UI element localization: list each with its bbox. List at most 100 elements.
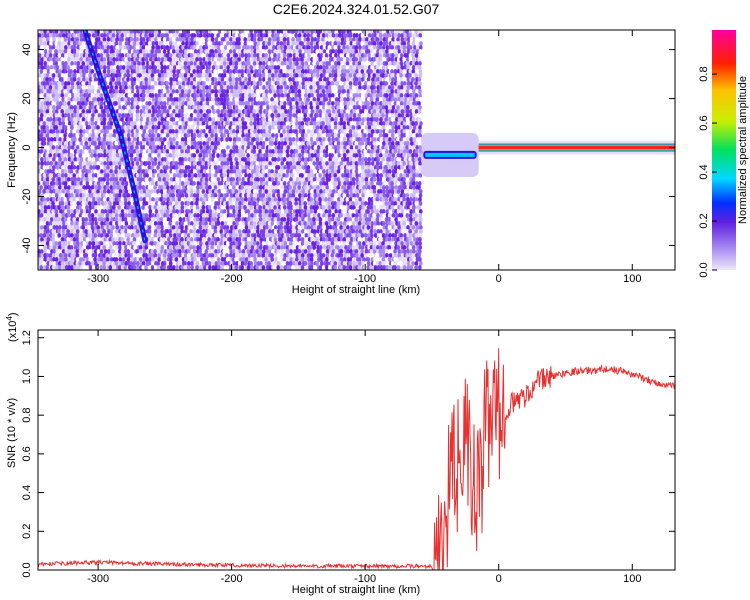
noise-cell: [404, 97, 408, 102]
noise-cell: [219, 113, 224, 118]
noise-cell: [249, 97, 254, 102]
noise-cell: [418, 53, 423, 58]
noise-cell: [223, 57, 227, 62]
noise-cell: [145, 137, 149, 142]
noise-cell: [243, 109, 248, 114]
noise-cell: [270, 153, 275, 158]
noise-cell: [343, 93, 347, 98]
noise-cell: [346, 105, 350, 110]
noise-cell: [181, 41, 185, 46]
noise-cell: [396, 65, 400, 70]
noise-cell: [370, 33, 375, 38]
noise-cell: [300, 113, 304, 118]
noise-cell: [414, 81, 418, 86]
noise-cell: [348, 117, 353, 122]
noise-cell: [349, 57, 353, 62]
noise-cell: [102, 113, 107, 118]
noise-cell: [174, 129, 179, 134]
noise-cell: [210, 113, 214, 118]
noise-cell: [93, 89, 98, 94]
noise-cell: [76, 93, 81, 98]
noise-cell: [145, 41, 149, 46]
noise-cell: [277, 53, 281, 58]
noise-cell: [49, 81, 53, 86]
noise-cell: [201, 105, 206, 110]
noise-cell: [331, 101, 335, 106]
noise-cell: [60, 109, 64, 114]
noise-cell: [367, 81, 371, 86]
noise-cell: [135, 85, 139, 90]
noise-cell: [292, 45, 297, 50]
noise-cell: [211, 65, 216, 70]
noise-cell: [316, 73, 320, 78]
noise-cell: [87, 30, 92, 34]
noise-cell: [292, 57, 297, 62]
noise-cell: [237, 49, 242, 54]
noise-cell: [306, 33, 311, 38]
noise-cell: [295, 105, 300, 110]
noise-cell: [250, 33, 254, 38]
noise-cell: [214, 53, 219, 58]
noise-cell: [135, 45, 140, 50]
noise-cell: [342, 89, 346, 94]
noise-cell: [270, 173, 274, 178]
noise-cell: [301, 93, 306, 98]
noise-cell: [411, 109, 416, 114]
noise-cell: [223, 45, 228, 50]
noise-cell: [66, 89, 71, 94]
noise-cell: [204, 45, 209, 50]
noise-cell: [157, 93, 162, 98]
noise-cell: [67, 41, 71, 46]
noise-cell: [193, 109, 198, 114]
noise-cell: [217, 57, 221, 62]
noise-cell: [58, 69, 63, 74]
noise-cell: [172, 49, 176, 54]
noise-cell: [414, 93, 419, 98]
noise-cell: [106, 37, 111, 42]
noise-cell: [38, 53, 42, 58]
noise-cell: [300, 69, 305, 74]
noise-cell: [256, 57, 261, 62]
noise-cell: [418, 45, 423, 50]
noise-cell: [361, 113, 365, 118]
noise-cell: [243, 89, 248, 94]
noise-cell: [174, 33, 179, 38]
noise-cell: [145, 173, 149, 178]
noise-cell: [261, 101, 266, 106]
noise-cell: [153, 105, 158, 110]
noise-cell: [259, 105, 263, 110]
noise-cell: [376, 109, 381, 114]
noise-cell: [93, 77, 98, 82]
noise-cell: [46, 33, 50, 38]
noise-cell: [250, 133, 254, 138]
noise-cell: [223, 85, 228, 90]
noise-cell: [260, 97, 264, 102]
noise-cell: [240, 33, 244, 38]
noise-cell: [309, 181, 314, 186]
noise-cell: [238, 89, 243, 94]
noise-cell: [132, 137, 137, 142]
noise-cell: [262, 85, 266, 90]
noise-cell: [189, 101, 194, 106]
noise-cell: [357, 65, 361, 70]
noise-cell: [181, 85, 186, 90]
noise-cell: [321, 89, 326, 94]
noise-cell: [38, 57, 42, 62]
noise-cell: [220, 45, 224, 50]
noise-cell: [211, 105, 215, 110]
noise-cell: [265, 85, 269, 90]
noise-cell: [217, 89, 222, 94]
noise-cell: [99, 65, 104, 70]
noise-cell: [402, 49, 407, 54]
noise-cell: [393, 61, 398, 66]
noise-cell: [162, 45, 167, 50]
noise-cell: [257, 33, 261, 38]
noise-cell: [312, 73, 316, 78]
noise-cell: [196, 61, 201, 66]
noise-cell: [352, 33, 357, 38]
noise-cell: [378, 45, 382, 50]
noise-cell: [312, 177, 317, 182]
noise-cell: [187, 73, 191, 78]
noise-cell: [315, 81, 320, 86]
noise-cell: [234, 73, 239, 78]
